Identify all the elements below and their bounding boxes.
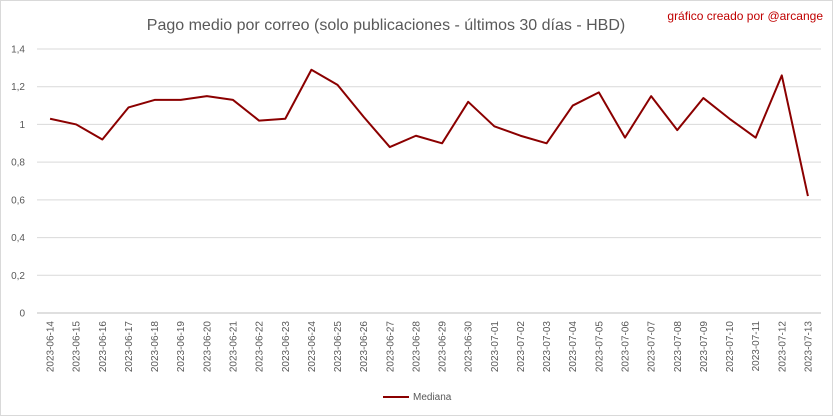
x-tick-label: 2023-07-11 [751, 321, 762, 372]
x-tick-label: 2023-06-14 [46, 321, 57, 373]
x-tick-label: 2023-07-01 [490, 321, 501, 373]
x-tick-label: 2023-06-29 [438, 321, 449, 373]
x-tick-label: 2023-06-25 [333, 321, 344, 373]
legend-label-mediana: Mediana [413, 392, 452, 403]
x-tick-label: 2023-06-21 [229, 321, 240, 373]
y-tick-label: 0,4 [11, 233, 25, 244]
x-tick-label: 2023-06-30 [464, 321, 475, 373]
x-tick-label: 2023-07-04 [568, 321, 579, 373]
y-tick-label: 0,8 [11, 158, 25, 169]
x-tick-label: 2023-07-06 [621, 321, 632, 373]
chart-credit: gráfico creado por @arcange [667, 9, 823, 23]
series-line-mediana [50, 70, 808, 196]
y-tick-label: 0,2 [11, 271, 25, 282]
x-tick-label: 2023-06-17 [124, 321, 135, 373]
y-tick-label: 0 [19, 309, 25, 320]
x-tick-label: 2023-06-22 [255, 321, 266, 373]
y-tick-label: 0,6 [11, 195, 25, 206]
x-tick-label: 2023-06-23 [281, 321, 292, 373]
y-tick-label: 1,4 [11, 45, 25, 56]
x-tick-label: 2023-06-26 [359, 321, 370, 373]
x-tick-label: 2023-06-20 [202, 321, 213, 373]
x-tick-label: 2023-06-24 [307, 321, 318, 373]
y-tick-label: 1 [19, 120, 25, 131]
x-tick-label: 2023-06-19 [176, 321, 187, 373]
y-tick-label: 1,2 [11, 82, 25, 93]
x-tick-label: 2023-06-15 [72, 321, 83, 373]
x-tick-label: 2023-06-28 [411, 321, 422, 373]
x-tick-label: 2023-07-13 [803, 321, 814, 373]
x-tick-label: 2023-07-03 [542, 321, 553, 373]
x-tick-label: 2023-07-05 [594, 321, 605, 373]
chart-title: Pago medio por correo (solo publicacione… [147, 17, 625, 34]
x-tick-label: 2023-07-02 [516, 321, 527, 373]
x-tick-label: 2023-07-09 [699, 321, 710, 373]
x-tick-label: 2023-06-18 [150, 321, 161, 373]
series-layer [50, 70, 808, 196]
x-tick-label: 2023-07-07 [647, 321, 658, 373]
x-tick-label: 2023-06-16 [98, 321, 109, 373]
legend: Mediana [383, 392, 452, 403]
x-tick-label: 2023-07-12 [777, 321, 788, 373]
x-tick-label: 2023-06-27 [385, 321, 396, 373]
x-axis-ticks: 2023-06-14 2023-06-15 2023-06-16 2023-06-17… [46, 321, 815, 373]
x-tick-label: 2023-07-08 [673, 321, 684, 373]
y-axis-ticks: 0 0,2 0,4 0,6 0,8 1 1,2 1,4 [11, 45, 25, 320]
gridlines [37, 49, 821, 313]
x-tick-label: 2023-07-10 [725, 321, 736, 373]
